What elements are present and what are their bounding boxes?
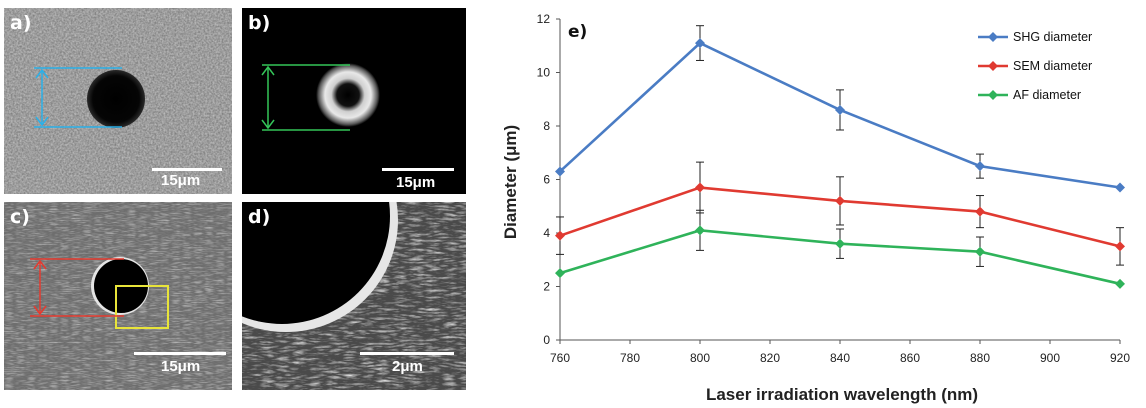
panel-c-zoom-box bbox=[115, 285, 169, 329]
panel-a-scale-bar bbox=[152, 168, 222, 171]
chart-x-axis-title: Laser irradiation wavelength (nm) bbox=[706, 385, 978, 404]
data-point-marker bbox=[1115, 278, 1125, 289]
y-tick-label: 2 bbox=[543, 280, 550, 294]
panel-a-diameter-marker bbox=[34, 67, 122, 128]
legend-label: SHG diameter bbox=[1013, 30, 1092, 44]
panel-c-image bbox=[4, 202, 232, 390]
data-point-marker bbox=[695, 225, 705, 236]
panel-a-scale-text: 15μm bbox=[161, 172, 201, 189]
legend-marker bbox=[988, 90, 998, 100]
panel-d: d) 2μm bbox=[242, 202, 466, 390]
data-point-marker bbox=[835, 195, 845, 206]
panel-c-scale-bar bbox=[134, 352, 226, 355]
legend-label: AF diameter bbox=[1013, 88, 1081, 102]
y-tick-label: 12 bbox=[537, 12, 551, 26]
legend-marker bbox=[988, 32, 998, 42]
x-tick-label: 880 bbox=[970, 351, 990, 365]
chart-panel-label: e) bbox=[568, 22, 587, 42]
x-tick-label: 920 bbox=[1110, 351, 1130, 365]
data-point-marker bbox=[555, 268, 565, 279]
x-tick-label: 780 bbox=[620, 351, 640, 365]
panel-c-diameter-marker bbox=[30, 258, 124, 317]
y-tick-label: 6 bbox=[543, 173, 550, 187]
panel-a-label: a) bbox=[10, 12, 32, 34]
data-point-marker bbox=[975, 206, 985, 217]
panel-d-hole-edge bbox=[242, 202, 390, 324]
panel-b-label: b) bbox=[248, 12, 271, 34]
panel-d-label: d) bbox=[248, 206, 271, 228]
y-tick-label: 4 bbox=[543, 226, 550, 240]
data-point-marker bbox=[975, 161, 985, 172]
x-tick-label: 900 bbox=[1040, 351, 1060, 365]
panel-b-diameter-marker bbox=[261, 64, 350, 131]
y-tick-label: 10 bbox=[537, 66, 551, 80]
panel-b-scale-text: 15μm bbox=[396, 174, 436, 191]
data-point-marker bbox=[555, 166, 565, 177]
panel-b-ring bbox=[316, 63, 380, 127]
panel-d-image bbox=[242, 202, 466, 390]
panel-c: c) 15μm bbox=[4, 202, 232, 390]
y-tick-label: 0 bbox=[543, 333, 550, 347]
data-point-marker bbox=[555, 230, 565, 241]
panel-c-label: c) bbox=[10, 206, 30, 228]
panel-a: a) 15μm bbox=[4, 8, 232, 194]
y-tick-label: 8 bbox=[543, 119, 550, 133]
data-point-marker bbox=[695, 38, 705, 49]
panel-b-scale-bar bbox=[382, 168, 454, 171]
x-tick-label: 860 bbox=[900, 351, 920, 365]
panel-c-scale-text: 15μm bbox=[161, 358, 201, 375]
x-tick-label: 820 bbox=[760, 351, 780, 365]
data-point-marker bbox=[695, 182, 705, 193]
data-point-marker bbox=[835, 104, 845, 115]
panel-a-hole bbox=[87, 70, 145, 128]
panel-d-scale-bar bbox=[360, 352, 454, 355]
x-tick-label: 800 bbox=[690, 351, 710, 365]
data-point-marker bbox=[1115, 182, 1125, 193]
data-point-marker bbox=[1115, 241, 1125, 252]
panel-a-image bbox=[4, 8, 232, 194]
legend-marker bbox=[988, 61, 998, 71]
x-tick-label: 760 bbox=[550, 351, 570, 365]
chart-y-axis-title: Diameter (μm) bbox=[501, 125, 520, 239]
data-point-marker bbox=[975, 246, 985, 257]
chart-e: 0 2 4 6 8 10 12 760 780 800 820 840 860 880 900 920 SHG … bbox=[501, 12, 1130, 404]
panel-b: b) 15μm bbox=[242, 8, 466, 194]
data-point-marker bbox=[835, 238, 845, 249]
legend-label: SEM diameter bbox=[1013, 59, 1092, 73]
panel-d-scale-text: 2μm bbox=[392, 358, 423, 375]
panel-b-image bbox=[242, 8, 466, 194]
x-tick-label: 840 bbox=[830, 351, 850, 365]
